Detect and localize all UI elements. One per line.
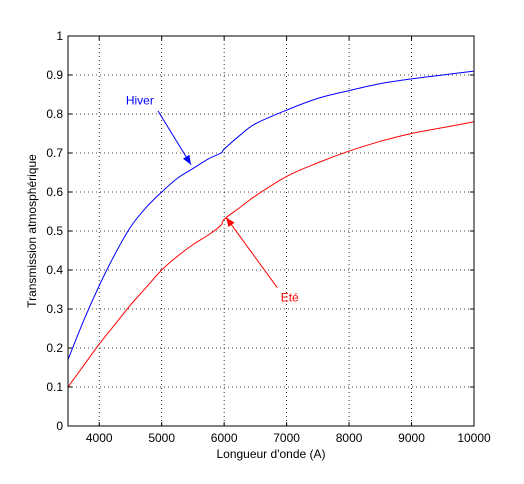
annotations: Hiver Eté [126,93,299,304]
x-axis-label: Longueur d'onde (A) [216,447,325,461]
y-tick-label: 0.4 [46,263,63,277]
y-tick-label: 0.2 [46,341,63,355]
x-tick-label: 7000 [273,431,300,445]
x-tick-label: 9000 [398,431,425,445]
annotation-label-0: Hiver [126,93,154,107]
y-axis-label: Transmission atmosphérique [25,154,39,308]
plot-background [68,36,474,426]
y-tick-label: 0.5 [46,224,63,238]
y-tick-label: 0.9 [46,68,63,82]
y-tick-label: 0 [56,419,63,433]
x-tick-label: 6000 [211,431,238,445]
annotation-arrow-head-0 [183,154,192,165]
x-tick-label: 8000 [336,431,363,445]
annotation-arrow-head-1 [226,217,235,228]
annotation-arrow-line-1 [225,217,278,288]
y-tick-label: 0.3 [46,302,63,316]
y-tick-label: 0.1 [46,380,63,394]
y-tick-label: 0.6 [46,185,63,199]
series-line-1 [67,121,475,388]
annotation-label-1: Eté [281,290,299,304]
series-lines [67,70,475,388]
grid [68,36,474,426]
y-tick-label: 0.8 [46,107,63,121]
x-tick-label: 5000 [148,431,175,445]
series-line-0 [67,70,475,360]
x-tick-label: 4000 [86,431,113,445]
x-tick-label: 10000 [457,431,491,445]
y-tick-label: 0.7 [46,146,63,160]
annotation-arrow-line-0 [157,110,192,165]
ticks: 4000 5000 6000 7000 8000 9000 10000 0 0.1 0.2 0.3 0… [46,29,491,445]
y-tick-label: 1 [56,29,63,43]
